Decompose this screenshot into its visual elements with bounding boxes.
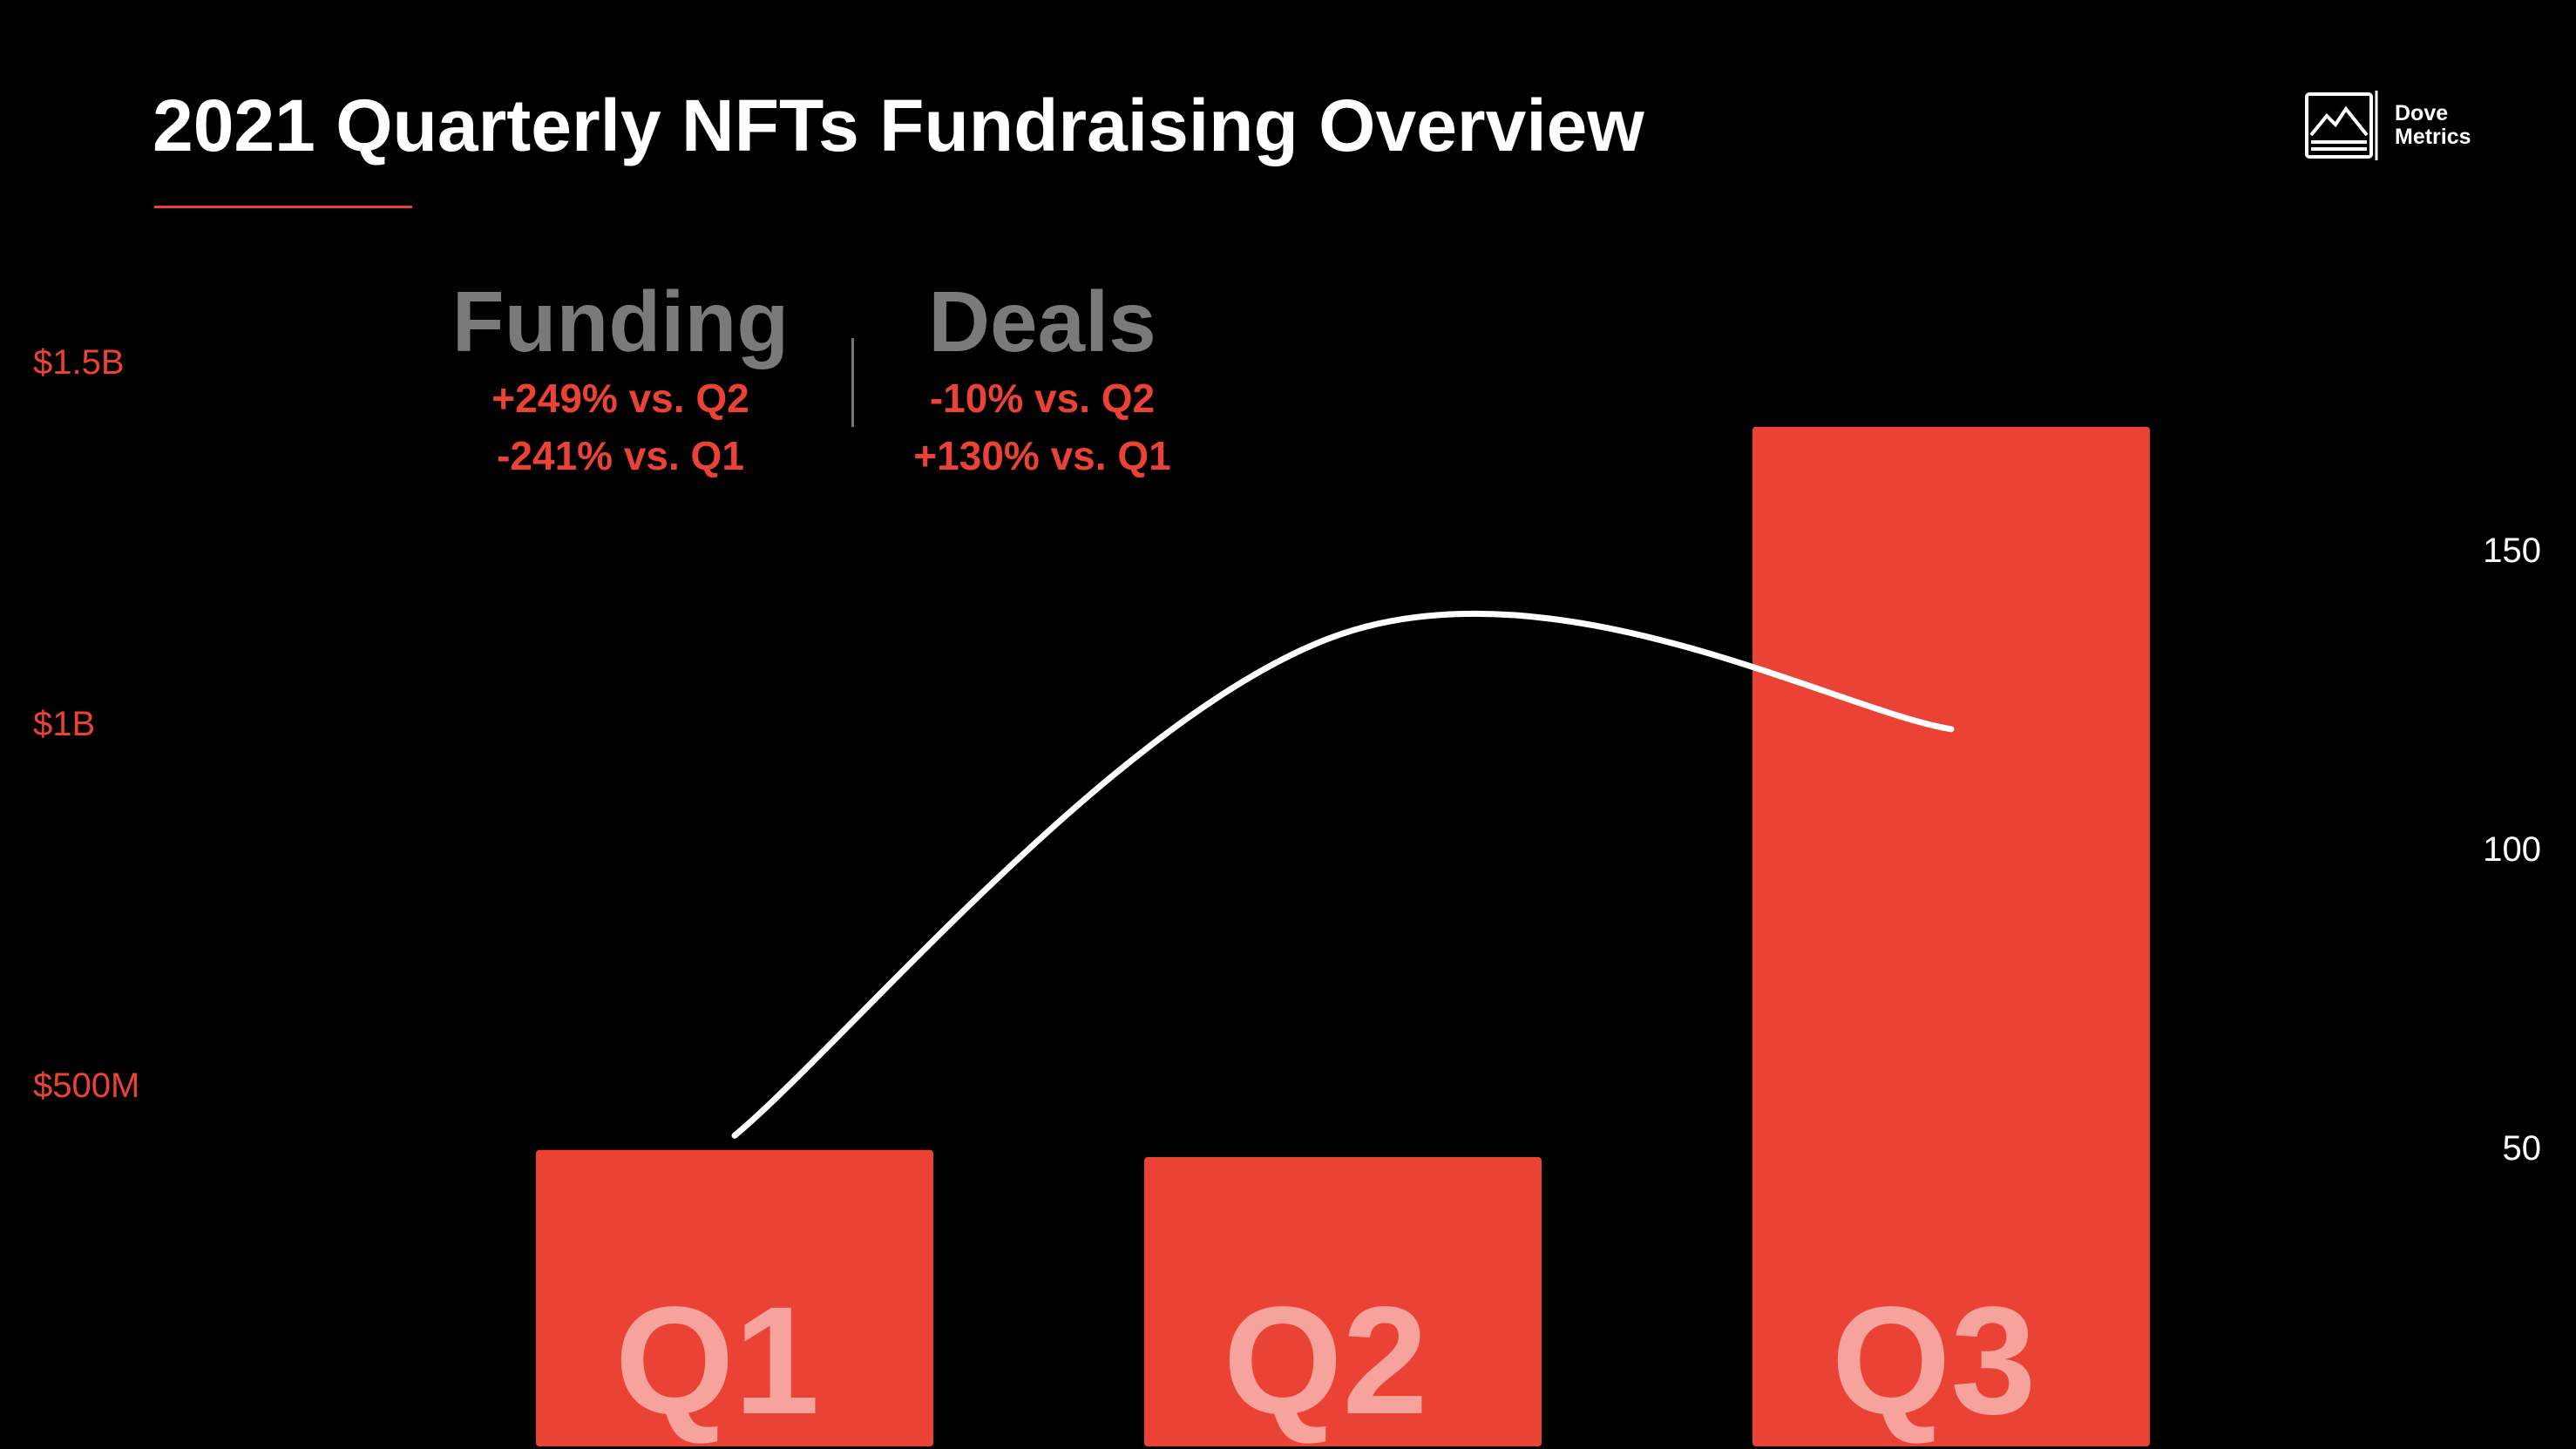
stats-divider <box>851 338 854 427</box>
funding-label: Funding <box>451 274 790 369</box>
right-axis-tick-1: 100 <box>2483 830 2541 869</box>
category-label-q3: Q3 <box>1832 1276 2037 1446</box>
mountain-logo-icon <box>2305 92 2373 159</box>
bar-q3 <box>1752 426 2150 1447</box>
deals-line <box>731 610 1955 1139</box>
deals-vs-q2: -10% vs. Q2 <box>929 376 1156 421</box>
logo-text: Dove Metrics <box>2395 102 2471 149</box>
dove-metrics-logo: Dove Metrics <box>2304 91 2471 160</box>
page-title: 2021 Quarterly NFTs Fundraising Overview <box>153 85 1644 166</box>
left-axis-tick-1: $1B <box>33 705 95 743</box>
logo-line-dove: Dove <box>2395 101 2449 125</box>
bar-q2 <box>1144 1157 1542 1446</box>
bar-q1 <box>536 1149 933 1446</box>
category-label-q2: Q2 <box>1224 1276 1428 1446</box>
deals-label: Deals <box>928 274 1156 369</box>
category-label-q1: Q1 <box>615 1276 820 1446</box>
left-axis-tick-0: $500M <box>33 1066 139 1105</box>
funding-vs-q2: +249% vs. Q2 <box>491 376 749 421</box>
funding-stats: Funding +249% vs. Q2 -241% vs. Q1 <box>403 274 838 484</box>
deals-stats: Deals -10% vs. Q2 +130% vs. Q1 <box>824 274 1260 484</box>
left-axis-tick-2: $1.5B <box>33 343 125 382</box>
funding-vs-q1: -241% vs. Q1 <box>497 433 744 478</box>
deals-vs-q1: +130% vs. Q1 <box>913 433 1171 478</box>
title-underline <box>154 206 412 208</box>
logo-line-metrics: Metrics <box>2395 125 2471 149</box>
right-axis-tick-2: 150 <box>2483 532 2541 570</box>
logo-divider <box>2375 91 2378 160</box>
right-axis-tick-0: 50 <box>2503 1129 2542 1168</box>
